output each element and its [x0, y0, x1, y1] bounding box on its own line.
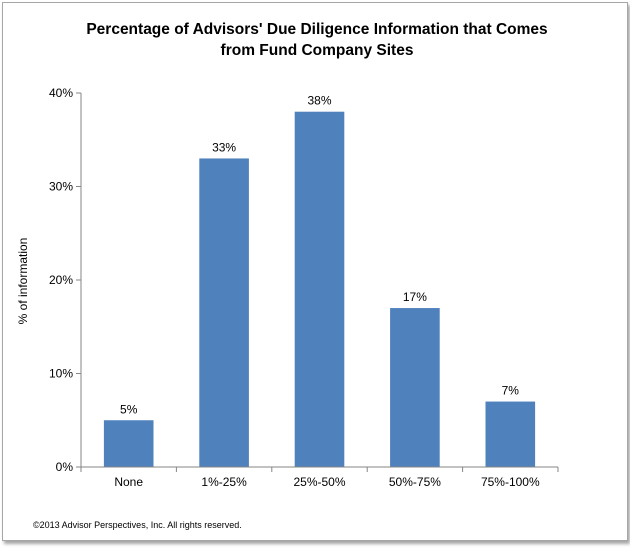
x-tick-label: None	[114, 475, 143, 489]
bar-chart: Percentage of Advisors' Due Diligence In…	[16, 21, 559, 530]
x-tick-label: 1%-25%	[201, 475, 247, 489]
y-tick-label: 0%	[56, 460, 74, 474]
x-tick-label: 50%-75%	[389, 475, 441, 489]
bar	[103, 420, 154, 467]
bar-value-label: 33%	[212, 140, 236, 154]
y-tick-label: 30%	[49, 180, 73, 194]
x-axis: None 1%-25% 25%-50% 50%-75% 75%-100%	[80, 466, 559, 489]
chart-title: Percentage of Advisors' Due Diligence In…	[86, 21, 547, 59]
y-axis-ticks: 0% 10% 20% 30% 40%	[49, 86, 82, 474]
chart-title-line: Percentage of Advisors' Due Diligence In…	[86, 21, 547, 38]
copyright-note: ©2013 Advisor Perspectives, Inc. All rig…	[33, 520, 242, 530]
bar	[390, 308, 440, 467]
bars: 5% 33% 38% 17% 7%	[103, 94, 536, 467]
bar	[199, 158, 249, 467]
bar	[294, 111, 345, 467]
bar	[485, 401, 536, 467]
x-tick-label: 75%-100%	[481, 475, 540, 489]
y-tick-label: 40%	[49, 86, 73, 100]
chart-title-line: from Fund Company Sites	[221, 42, 414, 59]
bar-value-label: 7%	[502, 384, 520, 398]
bar-value-label: 38%	[307, 94, 331, 108]
y-tick-label: 20%	[49, 273, 73, 287]
y-tick-label: 10%	[49, 367, 73, 381]
x-tick-label: 25%-50%	[293, 475, 345, 489]
chart-frame: Percentage of Advisors' Due Diligence In…	[2, 2, 628, 541]
bar-value-label: 17%	[403, 290, 427, 304]
bar-value-label: 5%	[120, 402, 138, 416]
y-axis-label: % of information	[16, 238, 30, 325]
